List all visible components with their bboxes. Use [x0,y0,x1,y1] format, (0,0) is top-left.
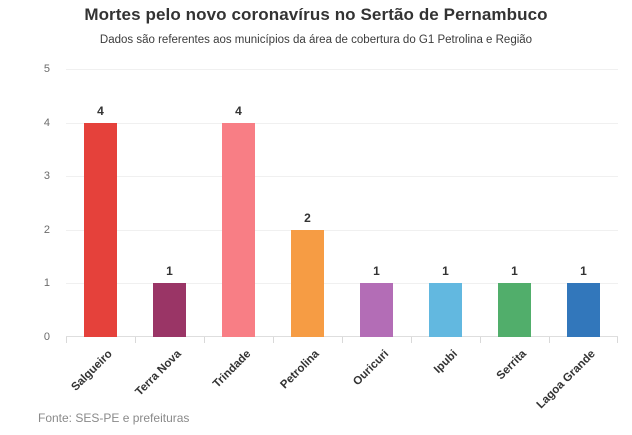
x-axis-label-serrita: Serrita [494,348,529,383]
x-axis-label-lagoa-grande: Lagoa Grande [534,348,598,412]
y-tick-label: 4 [43,116,50,129]
bar-trindade [222,122,255,337]
bar-ouricuri [360,283,393,337]
x-axis-tick [66,337,67,343]
bar-value-label: 4 [235,103,242,118]
chart-subtitle: Dados são referentes aos municípios da á… [99,34,533,46]
x-axis-label-petrolina: Petrolina [278,348,322,392]
bar-value-label: 1 [373,264,380,279]
x-axis-tick [135,337,136,343]
bar-ipubi [429,283,462,337]
y-tick-label: 5 [43,63,50,75]
x-axis-label-terra-nova: Terra Nova [133,348,184,399]
bar-petrolina [291,229,324,337]
x-axis-baseline [66,336,618,337]
source-note: Fonte: SES-PE e prefeituras [38,411,190,425]
x-axis-tick [549,337,550,343]
y-tick-label: 0 [43,331,50,343]
bar-value-label: 1 [166,264,173,279]
y-axis: 0 1 2 3 4 5 [0,63,58,343]
x-axis-tick [342,337,343,343]
bar-terra-nova [153,283,186,337]
gridline [66,122,618,124]
gridline [66,69,618,70]
y-tick-label: 2 [43,223,50,236]
gridline [66,283,618,285]
y-tick-label: 3 [43,170,50,183]
bar-value-label: 4 [97,103,104,118]
x-axis-tick [617,337,618,343]
bar-value-label: 1 [442,264,449,279]
x-axis-label-salgueiro: Salgueiro [69,348,115,394]
x-axis-label-ouricuri: Ouricuri [350,348,391,389]
chart-title: Mortes pelo novo coronavírus no Sertão d… [84,5,548,24]
bar-lagoa-grande [567,283,600,337]
bar-serrita [498,283,531,337]
bar-value-label: 2 [304,210,311,225]
gridline [66,176,618,178]
x-axis-tick [411,337,412,343]
bar-value-label: 1 [580,264,587,279]
x-axis-tick [480,337,481,343]
x-axis-label-trindade: Trindade [210,348,253,391]
x-axis-tick [273,337,274,343]
gridline [66,229,618,231]
plot-area: 4 1 4 2 1 1 1 1 [66,69,618,343]
x-axis-tick [204,337,205,343]
x-axis-label-ipubi: Ipubi [432,348,460,376]
bar-value-label: 1 [511,264,518,279]
y-tick-label: 1 [43,277,50,290]
bar-salgueiro [84,122,117,337]
